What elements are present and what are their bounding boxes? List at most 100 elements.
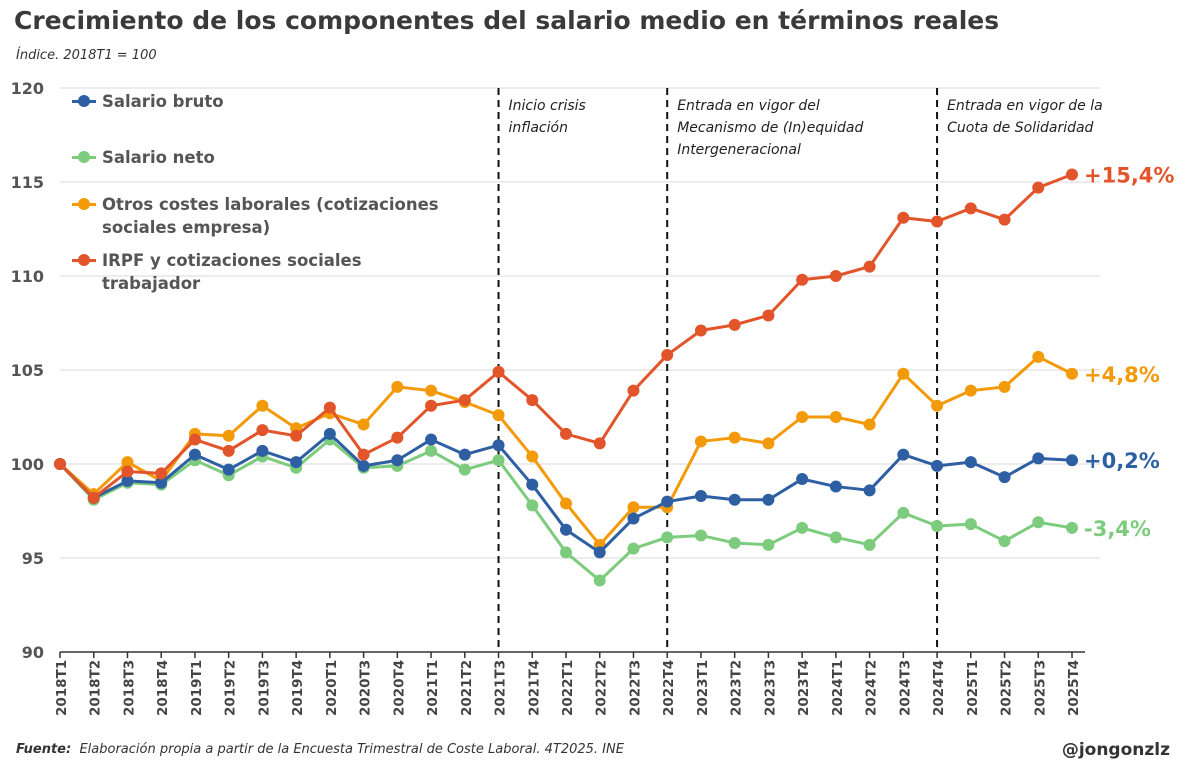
legend-item-salario-neto: Salario neto: [72, 146, 452, 193]
source-text: Elaboración propia a partir de la Encues…: [79, 742, 624, 757]
data-point: [897, 448, 910, 461]
y-tick-label: 95: [22, 549, 44, 568]
data-point: [188, 448, 201, 461]
data-point: [661, 531, 674, 544]
data-point: [425, 384, 438, 397]
data-point: [155, 476, 168, 489]
data-point: [1032, 181, 1045, 194]
data-point: [560, 497, 572, 510]
legend-swatch: [72, 95, 96, 107]
y-tick-label: 120: [11, 79, 44, 98]
event-annotation: Inicio crisis: [509, 98, 586, 114]
data-point: [627, 501, 640, 514]
data-point: [458, 448, 471, 461]
data-point: [357, 448, 370, 461]
data-point: [492, 365, 505, 378]
x-tick-label: 2021T4: [526, 660, 542, 716]
data-point: [458, 394, 471, 407]
x-tick-label: 2019T1: [189, 660, 205, 716]
data-point: [357, 418, 370, 431]
source-label: Fuente:: [16, 742, 72, 757]
series-line: [59, 355, 1073, 547]
data-point: [964, 518, 977, 531]
data-point: [661, 495, 674, 508]
end-value-label: +4,8%: [1084, 363, 1160, 387]
chart-title: Crecimiento de los componentes del salar…: [14, 6, 1000, 35]
legend-item-salario-bruto: Salario bruto: [72, 90, 452, 146]
data-point: [526, 478, 539, 491]
data-point: [593, 546, 606, 559]
data-point: [256, 424, 269, 437]
data-point: [560, 546, 572, 559]
x-tick-label: 2020T4: [391, 660, 407, 716]
data-point: [458, 463, 471, 476]
data-point: [492, 439, 505, 452]
legend-label: Otros costes laborales (cotizaciones soc…: [102, 195, 439, 237]
data-point: [492, 454, 505, 467]
data-point: [222, 463, 235, 476]
data-point: [155, 467, 168, 480]
data-point: [627, 542, 640, 555]
data-point: [998, 213, 1011, 226]
event-annotation: Mecanismo de (In)equidad: [677, 120, 863, 136]
x-tick-label: 2025T2: [999, 660, 1015, 716]
x-tick-label: 2021T3: [493, 660, 509, 716]
x-tick-label: 2019T3: [256, 660, 272, 716]
x-tick-label: 2023T4: [796, 660, 812, 716]
data-point: [762, 309, 775, 322]
data-point: [931, 520, 944, 533]
data-point: [425, 399, 438, 412]
data-point: [998, 535, 1011, 548]
data-point: [694, 435, 707, 448]
data-point: [762, 437, 775, 450]
data-point: [256, 399, 269, 412]
data-point: [526, 450, 539, 463]
x-tick-label: 2024T3: [897, 660, 913, 716]
x-tick-label: 2023T3: [762, 660, 778, 716]
x-tick-label: 2022T2: [594, 660, 610, 716]
data-point: [391, 454, 404, 467]
data-point: [87, 491, 100, 504]
data-point: [526, 499, 539, 512]
event-annotation: Cuota de Solidaridad: [947, 120, 1093, 136]
x-tick-label: 2018T1: [54, 660, 70, 716]
data-point: [897, 506, 910, 519]
data-point: [1066, 454, 1078, 467]
data-point: [627, 512, 640, 525]
data-point: [931, 215, 944, 228]
data-point: [290, 456, 303, 469]
x-tick-label: 2024T1: [830, 660, 846, 716]
data-point: [121, 474, 134, 487]
data-point: [998, 471, 1011, 484]
data-point: [1066, 168, 1078, 181]
data-point: [998, 380, 1011, 393]
data-point: [863, 484, 876, 497]
legend: Salario bruto Salario neto Otros costes …: [72, 90, 452, 295]
data-point: [796, 411, 809, 423]
data-point: [593, 574, 606, 587]
data-point: [964, 202, 977, 215]
data-point: [593, 437, 606, 450]
data-point: [560, 523, 572, 536]
data-point: [1032, 350, 1045, 363]
data-point: [1032, 452, 1045, 465]
x-tick-label: 2018T3: [121, 660, 137, 716]
data-point: [121, 456, 134, 469]
x-tick-label: 2020T1: [324, 660, 340, 716]
y-tick-label: 110: [11, 267, 44, 286]
data-point: [931, 399, 944, 412]
x-tick-label: 2018T4: [155, 660, 171, 716]
data-point: [863, 260, 876, 273]
data-point: [222, 429, 235, 442]
data-point: [897, 367, 910, 380]
data-point: [863, 538, 876, 551]
data-point: [256, 444, 269, 457]
event-annotation: Entrada en vigor del: [677, 98, 820, 114]
data-point: [728, 493, 741, 506]
data-point: [796, 273, 809, 286]
data-point: [931, 459, 944, 472]
data-point: [54, 458, 66, 470]
data-point: [829, 531, 842, 544]
data-point: [425, 433, 438, 446]
